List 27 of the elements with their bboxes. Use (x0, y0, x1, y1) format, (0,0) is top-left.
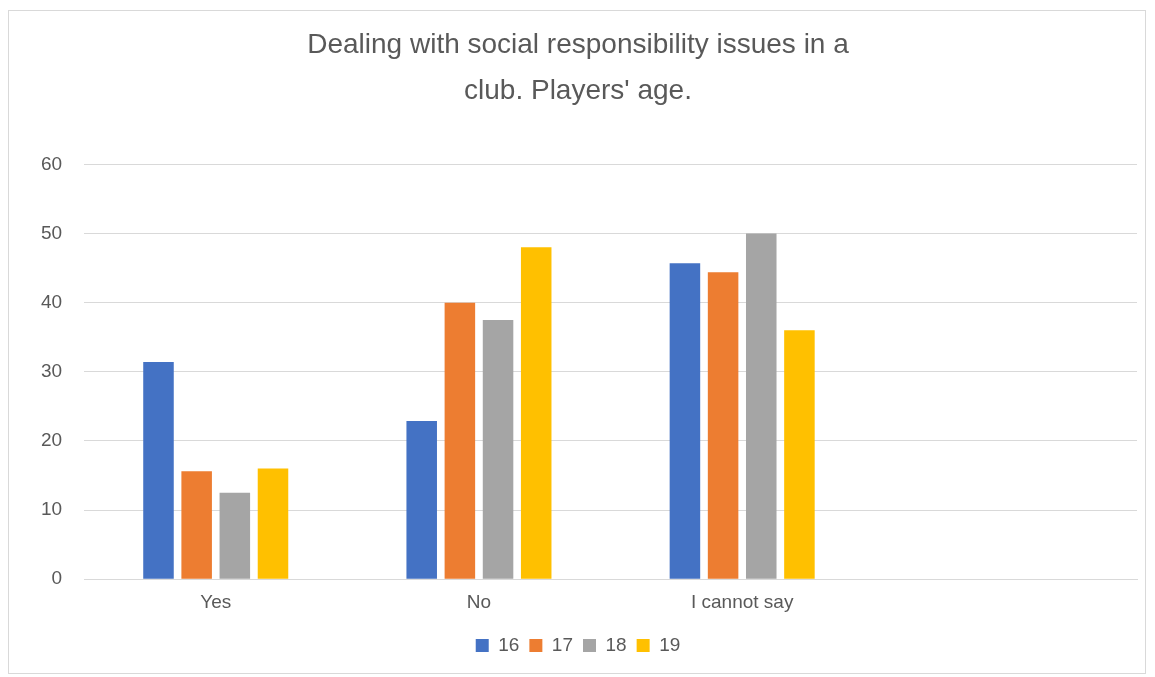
y-tick-label: 10 (40, 498, 63, 520)
bar (482, 319, 514, 579)
bar (444, 302, 476, 579)
legend-label: 16 (498, 633, 520, 655)
legend-label: 19 (659, 633, 681, 655)
bar (784, 330, 815, 579)
legend-label: 17 (551, 633, 574, 655)
y-tick-label: 60 (40, 152, 63, 174)
x-tick-label: No (466, 590, 492, 612)
y-tick-label: 30 (40, 360, 63, 382)
y-tick-label: 20 (40, 429, 63, 451)
y-tick-label: 0 (51, 567, 63, 589)
bar (219, 492, 251, 579)
bar (520, 247, 552, 579)
y-tick-label: 40 (40, 290, 63, 312)
x-tick-label: I cannot say (690, 590, 794, 612)
legend-label: 18 (605, 633, 627, 655)
bar (707, 272, 739, 579)
bar (669, 263, 701, 579)
bar (257, 468, 289, 579)
bar (181, 471, 212, 579)
x-tick-label: Yes (200, 590, 232, 612)
y-tick-label: 50 (40, 221, 63, 243)
bar (745, 233, 777, 579)
bar (143, 362, 174, 579)
chart-title: Dealing with social responsibility issues in a club. Players' age. (306, 27, 850, 107)
bar (406, 420, 437, 579)
